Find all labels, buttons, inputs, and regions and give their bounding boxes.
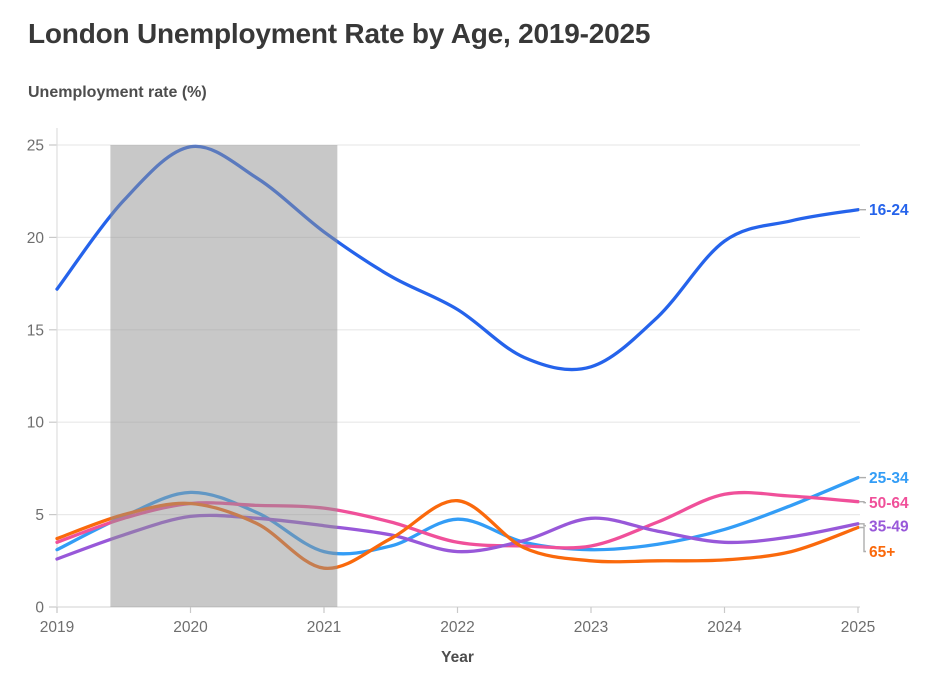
x-tick-label: 2025 <box>841 619 875 636</box>
x-tick-label: 2021 <box>307 619 341 636</box>
series-end-label-25-34: 25-34 <box>869 470 909 487</box>
y-tick-label: 0 <box>35 600 44 617</box>
x-tick-label: 2019 <box>40 619 74 636</box>
y-tick-label: 10 <box>27 415 45 432</box>
y-axis-caption: Unemployment rate (%) <box>28 84 207 101</box>
series-end-label-65+: 65+ <box>869 544 895 561</box>
y-tick-label: 25 <box>27 138 44 155</box>
label-connector-65+ <box>859 526 866 553</box>
x-tick-label: 2022 <box>440 619 474 636</box>
label-connector-35-49 <box>859 523 866 527</box>
x-tick-label: 2020 <box>173 619 208 636</box>
shaded-band <box>110 145 338 607</box>
x-tick-label: 2024 <box>707 619 742 636</box>
series-end-label-35-49: 35-49 <box>869 518 909 535</box>
chart-title: London Unemployment Rate by Age, 2019-20… <box>28 18 651 49</box>
x-axis-title: Year <box>441 649 474 666</box>
y-tick-label: 5 <box>35 507 44 524</box>
x-tick-label: 2023 <box>574 619 608 636</box>
series-end-label-50-64: 50-64 <box>869 495 909 512</box>
series-end-label-16-24: 16-24 <box>869 202 909 219</box>
label-connector-50-64 <box>859 501 866 504</box>
y-tick-label: 15 <box>27 322 44 339</box>
y-tick-label: 20 <box>27 230 45 247</box>
